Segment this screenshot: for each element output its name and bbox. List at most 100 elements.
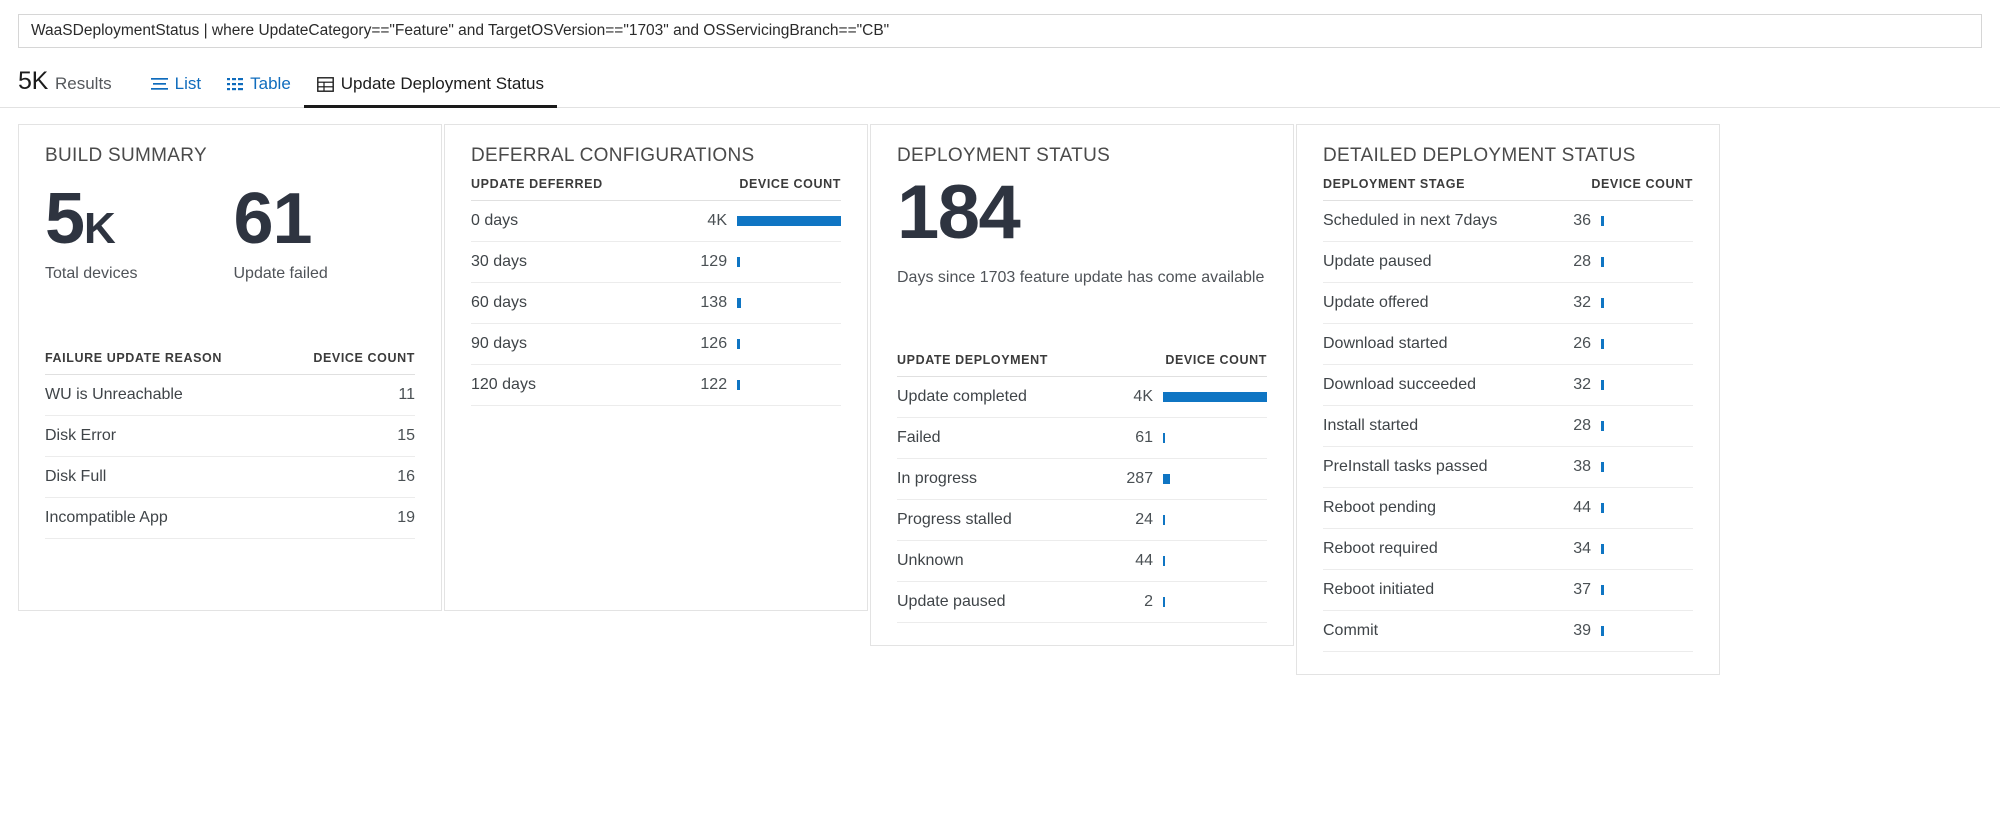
row-count-value: 129 bbox=[700, 253, 728, 270]
table-row[interactable]: Update paused 28 bbox=[1323, 241, 1693, 283]
table-row[interactable]: Download started 26 bbox=[1323, 323, 1693, 365]
row-count-value: 32 bbox=[1573, 294, 1591, 311]
row-count-value: 26 bbox=[1573, 335, 1591, 352]
row-bar-track bbox=[1163, 392, 1267, 403]
table-header-row: UPDATE DEFERRED DEVICE COUNT bbox=[471, 177, 841, 201]
card-deployment-status: DEPLOYMENT STATUS 184 Days since 1703 fe… bbox=[870, 124, 1294, 647]
table-row[interactable]: Disk Full 16 bbox=[45, 456, 415, 499]
card-build-summary: BUILD SUMMARY 5K Total devices 61 Update… bbox=[18, 124, 442, 611]
tab-table-label: Table bbox=[250, 74, 291, 93]
row-bar bbox=[1163, 433, 1166, 444]
table-row[interactable]: 0 days 4K bbox=[471, 200, 841, 242]
row-bar bbox=[1163, 474, 1171, 485]
table-row[interactable]: Progress stalled 24 bbox=[897, 499, 1267, 542]
table-header-row: DEPLOYMENT STAGE DEVICE COUNT bbox=[1323, 177, 1693, 201]
table-row[interactable]: Scheduled in next 7days 36 bbox=[1323, 200, 1693, 242]
row-label: Update paused bbox=[897, 581, 1127, 624]
metric-update-failed-value: 61 bbox=[233, 179, 313, 259]
tab-update-deployment-status[interactable]: Update Deployment Status bbox=[303, 74, 557, 108]
table-row[interactable]: Update paused 2 bbox=[897, 581, 1267, 624]
table-row[interactable]: Reboot initiated 37 bbox=[1323, 569, 1693, 611]
row-label: 0 days bbox=[471, 200, 701, 242]
row-count: 4K bbox=[700, 200, 841, 242]
row-count: 61 bbox=[1126, 417, 1267, 460]
row-bar-track bbox=[1601, 462, 1693, 472]
row-count: 129 bbox=[700, 241, 841, 283]
row-count: 15 bbox=[274, 415, 415, 458]
row-label: 90 days bbox=[471, 323, 701, 365]
row-bar bbox=[1163, 392, 1267, 403]
table-row[interactable]: Download succeeded 32 bbox=[1323, 364, 1693, 406]
deployment-stage-table: DEPLOYMENT STAGE DEVICE COUNT Scheduled … bbox=[1323, 177, 1693, 652]
table-header-row: UPDATE DEPLOYMENT DEVICE COUNT bbox=[897, 353, 1267, 378]
row-label: 30 days bbox=[471, 241, 701, 283]
row-bar-track bbox=[737, 339, 841, 349]
row-label: Unknown bbox=[897, 540, 1127, 583]
table-row[interactable]: Disk Error 15 bbox=[45, 415, 415, 458]
row-label: In progress bbox=[897, 458, 1127, 501]
results-count: 5K Results bbox=[18, 67, 112, 107]
row-count: 287 bbox=[1126, 458, 1267, 501]
query-text[interactable]: WaaSDeploymentStatus | where UpdateCateg… bbox=[31, 22, 890, 39]
table-row[interactable]: WU is Unreachable 11 bbox=[45, 374, 415, 417]
row-label: Disk Error bbox=[45, 415, 275, 458]
table-row[interactable]: Install started 28 bbox=[1323, 405, 1693, 447]
table-row[interactable]: 90 days 126 bbox=[471, 323, 841, 365]
table-row[interactable]: Incompatible App 19 bbox=[45, 497, 415, 540]
row-bar-track bbox=[1163, 556, 1267, 567]
row-count: 44 bbox=[1126, 540, 1267, 583]
tab-table[interactable]: Table bbox=[214, 74, 304, 108]
table-row[interactable]: Commit 39 bbox=[1323, 610, 1693, 652]
metric-total-devices-caption: Total devices bbox=[45, 265, 138, 283]
row-count-value: 61 bbox=[1135, 429, 1153, 447]
table-row[interactable]: Update completed 4K bbox=[897, 376, 1267, 419]
table-row[interactable]: 60 days 138 bbox=[471, 282, 841, 324]
row-count-value: 32 bbox=[1573, 376, 1591, 393]
column-header-device-count: DEVICE COUNT bbox=[700, 177, 841, 201]
row-bar bbox=[1163, 556, 1166, 567]
row-label: Disk Full bbox=[45, 456, 275, 499]
row-bar-track bbox=[1601, 503, 1693, 513]
column-header-device-count: DEVICE COUNT bbox=[274, 351, 415, 376]
tab-list[interactable]: List bbox=[138, 74, 214, 108]
row-label: Reboot required bbox=[1323, 528, 1553, 570]
table-row[interactable]: PreInstall tasks passed 38 bbox=[1323, 446, 1693, 488]
row-count-value: 44 bbox=[1135, 552, 1153, 570]
row-bar bbox=[1601, 503, 1604, 513]
table-row[interactable]: Reboot required 34 bbox=[1323, 528, 1693, 570]
spacer bbox=[897, 287, 1267, 353]
row-bar bbox=[1601, 626, 1604, 636]
column-header-update-deployment: UPDATE DEPLOYMENT bbox=[897, 353, 1127, 378]
row-count-value: 4K bbox=[707, 212, 727, 229]
row-count-value: 287 bbox=[1126, 470, 1154, 488]
row-count: 16 bbox=[274, 456, 415, 499]
row-bar bbox=[737, 216, 841, 226]
card-deferral-configurations: DEFERRAL CONFIGURATIONS UPDATE DEFERRED … bbox=[444, 124, 868, 611]
table-row[interactable]: In progress 287 bbox=[897, 458, 1267, 501]
table-row[interactable]: Reboot pending 44 bbox=[1323, 487, 1693, 529]
results-count-value: 5K bbox=[18, 67, 48, 95]
table-row[interactable]: Failed 61 bbox=[897, 417, 1267, 460]
row-label: PreInstall tasks passed bbox=[1323, 446, 1553, 488]
query-bar[interactable]: WaaSDeploymentStatus | where UpdateCateg… bbox=[18, 14, 1982, 48]
row-label: Failed bbox=[897, 417, 1127, 460]
row-count: 11 bbox=[274, 374, 415, 417]
row-bar bbox=[1601, 298, 1604, 308]
table-row[interactable]: Unknown 44 bbox=[897, 540, 1267, 583]
row-label: WU is Unreachable bbox=[45, 374, 275, 417]
metric-total-devices: 5K Total devices bbox=[45, 183, 138, 283]
row-label: Reboot initiated bbox=[1323, 569, 1553, 611]
table-row[interactable]: Update offered 32 bbox=[1323, 282, 1693, 324]
table-row[interactable]: 30 days 129 bbox=[471, 241, 841, 283]
row-label: Install started bbox=[1323, 405, 1553, 447]
list-icon bbox=[150, 77, 168, 91]
row-bar-track bbox=[1163, 515, 1267, 526]
row-count-value: 38 bbox=[1573, 458, 1591, 475]
row-label: Commit bbox=[1323, 610, 1553, 652]
tab-list-label: List bbox=[174, 74, 202, 93]
column-header-device-count: DEVICE COUNT bbox=[1126, 353, 1267, 378]
row-count: 26 bbox=[1552, 323, 1693, 365]
row-count: 44 bbox=[1552, 487, 1693, 529]
table-row[interactable]: 120 days 122 bbox=[471, 364, 841, 406]
tab-strip: 5K Results List Ta bbox=[0, 64, 2000, 108]
